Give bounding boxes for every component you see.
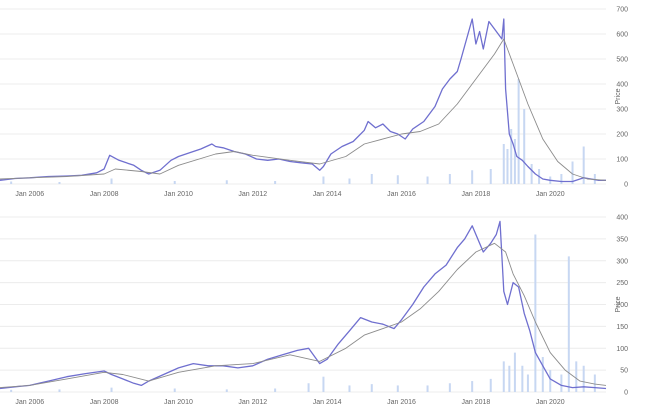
y-axis-title: Price (615, 88, 622, 104)
grid (0, 8, 606, 185)
y-tick-label: 50 (620, 368, 628, 375)
volume-bars (10, 234, 596, 392)
y-tick-label: 350 (616, 236, 628, 243)
volume-bar (322, 376, 325, 392)
volume-bar (348, 385, 351, 392)
volume-bar (370, 174, 373, 184)
volume-bar (549, 370, 552, 392)
x-tick-label: Jan 2020 (536, 191, 565, 198)
y-axis-title: Price (615, 296, 622, 312)
x-tick-label: Jan 2006 (15, 191, 44, 198)
volume-bar (396, 385, 399, 392)
volume-bar (173, 181, 176, 184)
volume-bar (502, 144, 505, 184)
volume-bar (510, 129, 513, 184)
volume-bar (322, 176, 325, 184)
volume-bar (489, 378, 492, 392)
x-tick-label: Jan 2008 (90, 191, 119, 198)
volume-bar (593, 374, 596, 392)
x-tick-label: Jan 2008 (90, 399, 119, 406)
x-tick-label: Jan 2010 (164, 399, 193, 406)
moving-average-line (0, 38, 607, 181)
volume-bar (523, 109, 526, 184)
volume-bar (307, 383, 310, 392)
x-tick-label: Jan 2018 (461, 399, 490, 406)
volume-bar (173, 388, 176, 392)
price-line (0, 220, 607, 390)
volume-bars (10, 79, 596, 184)
x-tick-label: Jan 2016 (387, 399, 416, 406)
volume-bar (575, 361, 578, 392)
volume-bar (571, 161, 574, 184)
x-tick-label: Jan 2018 (461, 191, 490, 198)
chart-top: 0 100 200 300 400 500 600 700 Price Jan 2006 Jan 2… (0, 7, 628, 198)
volume-bar (58, 389, 61, 392)
volume-bar (348, 178, 351, 184)
x-tick-label: Jan 2010 (164, 191, 193, 198)
volume-bar (110, 178, 113, 184)
volume-bar (448, 174, 451, 184)
volume-bar (530, 164, 533, 184)
volume-bar (274, 181, 277, 184)
volume-bar (10, 181, 13, 184)
volume-bar (582, 365, 585, 392)
volume-bar (10, 389, 13, 392)
volume-bar (225, 180, 228, 184)
x-tick-label: Jan 2016 (387, 191, 416, 198)
y-tick-label: 400 (616, 215, 628, 222)
y-tick-label: 700 (616, 7, 628, 14)
volume-bar (560, 174, 563, 184)
y-tick-label: 0 (624, 390, 628, 397)
y-tick-label: 400 (616, 82, 628, 89)
volume-bar (370, 384, 373, 392)
volume-bar (471, 381, 474, 392)
y-tick-label: 150 (616, 324, 628, 331)
volume-bar (471, 170, 474, 184)
volume-bar (110, 387, 113, 392)
volume-bar (58, 182, 61, 184)
volume-bar (517, 79, 520, 184)
volume-bar (526, 374, 529, 392)
chart-bottom: 0 50 100 150 200 250 300 350 400 Price Jan 2006 Jan… (0, 215, 628, 406)
volume-bar (521, 365, 524, 392)
y-tick-label: 500 (616, 57, 628, 64)
y-tick-label: 200 (616, 302, 628, 309)
y-tick-label: 0 (624, 182, 628, 189)
y-tick-label: 250 (616, 280, 628, 287)
x-tick-label: Jan 2006 (15, 399, 44, 406)
volume-bar (489, 169, 492, 184)
moving-average-line (0, 242, 607, 389)
y-tick-label: 300 (616, 107, 628, 114)
price-line (0, 18, 606, 183)
volume-bar (502, 361, 505, 392)
volume-bar (513, 352, 516, 392)
x-tick-label: Jan 2014 (313, 191, 342, 198)
x-tick-label: Jan 2012 (238, 191, 267, 198)
volume-bar (448, 383, 451, 392)
y-tick-label: 600 (616, 32, 628, 39)
volume-bar (567, 256, 570, 392)
y-tick-label: 300 (616, 258, 628, 265)
volume-bar (426, 385, 429, 392)
volume-bar (426, 176, 429, 184)
y-tick-label: 100 (616, 157, 628, 164)
volume-bar (534, 234, 537, 392)
volume-bar (560, 374, 563, 392)
y-tick-label: 100 (616, 346, 628, 353)
x-tick-label: Jan 2020 (536, 399, 565, 406)
x-tick-label: Jan 2014 (313, 399, 342, 406)
volume-bar (582, 146, 585, 184)
y-tick-label: 200 (616, 132, 628, 139)
volume-bar (274, 388, 277, 392)
volume-bar (225, 389, 228, 392)
volume-bar (513, 139, 516, 184)
volume-bar (541, 357, 544, 392)
x-tick-label: Jan 2012 (238, 399, 267, 406)
volume-bar (508, 365, 511, 392)
grid (0, 216, 606, 393)
volume-bar (396, 175, 399, 184)
volume-bar (506, 149, 509, 184)
